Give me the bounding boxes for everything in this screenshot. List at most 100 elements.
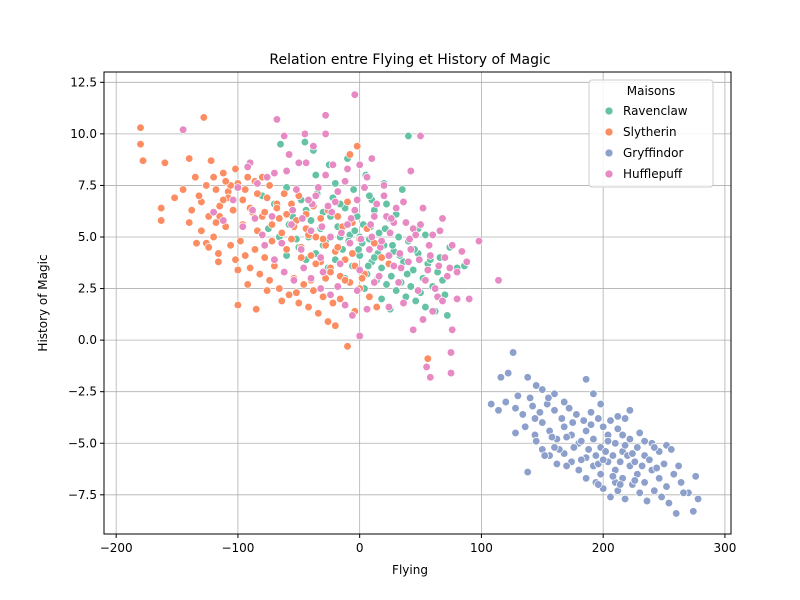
data-point xyxy=(421,302,430,312)
x-tick-label: 300 xyxy=(713,541,736,555)
data-point xyxy=(209,173,218,182)
data-point xyxy=(474,236,484,246)
data-point xyxy=(306,226,316,235)
data-point xyxy=(370,278,379,287)
data-point xyxy=(581,375,591,384)
data-point xyxy=(394,278,403,287)
data-point xyxy=(245,263,255,273)
data-point xyxy=(413,286,423,295)
data-point xyxy=(377,236,386,246)
data-point xyxy=(379,181,389,190)
data-point xyxy=(540,451,549,460)
series-gryffindor xyxy=(487,348,703,518)
data-point xyxy=(311,191,320,200)
data-point xyxy=(508,348,518,357)
data-point xyxy=(321,129,330,139)
data-point xyxy=(601,447,610,456)
data-point xyxy=(326,290,335,299)
data-point xyxy=(618,430,627,440)
data-point xyxy=(294,298,303,308)
data-point xyxy=(494,276,503,285)
data-point xyxy=(465,294,474,304)
data-point xyxy=(521,422,530,431)
data-point xyxy=(382,199,391,209)
data-point xyxy=(277,228,286,238)
data-point xyxy=(438,296,447,306)
data-point xyxy=(511,428,520,438)
data-point xyxy=(314,183,323,192)
data-point xyxy=(606,416,615,425)
data-point xyxy=(664,498,674,508)
data-point xyxy=(316,253,325,262)
data-point xyxy=(277,296,286,306)
series-hufflepuff xyxy=(178,90,503,382)
data-point xyxy=(318,234,328,244)
data-point xyxy=(405,234,414,244)
data-point xyxy=(297,253,306,262)
data-point xyxy=(440,253,450,262)
series-slytherin xyxy=(136,113,432,363)
data-point xyxy=(340,177,350,186)
data-point xyxy=(523,467,532,477)
data-point xyxy=(219,195,228,205)
data-point xyxy=(228,195,238,205)
data-point xyxy=(404,257,413,266)
data-point xyxy=(457,247,467,256)
data-point xyxy=(157,216,166,225)
data-point xyxy=(691,472,700,481)
data-point xyxy=(260,241,269,250)
data-point xyxy=(267,220,277,229)
data-point xyxy=(136,123,145,132)
data-point xyxy=(355,265,364,275)
data-point xyxy=(214,257,223,266)
data-point xyxy=(157,203,166,213)
data-point xyxy=(416,131,425,141)
data-point xyxy=(409,265,418,275)
data-point xyxy=(560,422,569,431)
data-point xyxy=(374,228,384,238)
data-point xyxy=(287,220,296,229)
data-point xyxy=(635,488,644,497)
plot-frame xyxy=(103,71,732,535)
data-point xyxy=(659,459,669,469)
data-point xyxy=(398,185,407,194)
data-point xyxy=(331,179,340,188)
data-point xyxy=(421,276,430,285)
y-tick-label: −5.0 xyxy=(68,436,97,450)
data-point xyxy=(645,455,654,464)
data-point xyxy=(620,414,630,423)
data-point xyxy=(297,245,306,254)
data-point xyxy=(384,251,394,260)
data-point xyxy=(448,241,457,250)
data-point xyxy=(528,401,537,411)
data-point xyxy=(594,480,603,489)
data-point xyxy=(564,404,574,413)
data-point xyxy=(367,154,376,163)
data-point xyxy=(331,321,340,330)
legend-title: Maisons xyxy=(627,84,676,98)
data-point xyxy=(187,206,196,215)
data-point xyxy=(348,249,357,258)
data-point xyxy=(255,269,264,279)
data-point xyxy=(333,282,342,291)
data-point xyxy=(280,267,289,277)
data-point xyxy=(411,230,420,240)
legend-entry-hufflepuff: Hufflepuff xyxy=(623,167,683,181)
data-point xyxy=(304,302,313,312)
data-point xyxy=(606,492,615,502)
data-point xyxy=(511,404,520,413)
data-point xyxy=(625,434,635,444)
data-point xyxy=(323,201,333,211)
data-point xyxy=(579,416,588,425)
data-point xyxy=(250,214,260,223)
data-point xyxy=(399,298,408,308)
data-point xyxy=(331,197,340,207)
data-point xyxy=(568,418,577,427)
data-point xyxy=(377,263,386,273)
data-point xyxy=(581,426,591,436)
data-point xyxy=(292,185,301,194)
data-point xyxy=(333,212,342,221)
data-point xyxy=(399,197,408,207)
data-point xyxy=(321,170,330,180)
